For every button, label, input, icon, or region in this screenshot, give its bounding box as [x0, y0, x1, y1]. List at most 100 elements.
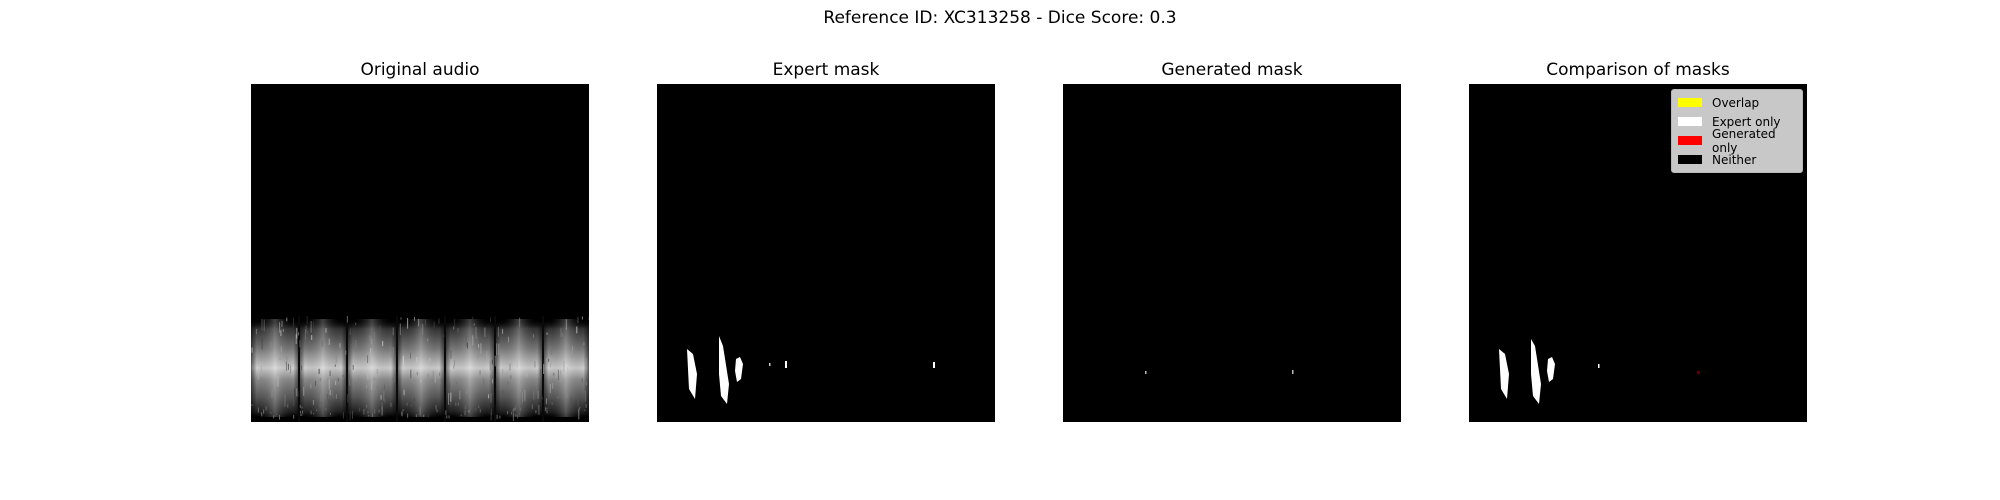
spectrogram-streak: [271, 390, 273, 397]
spectrogram-streak: [488, 394, 490, 399]
spectrogram-speck: [468, 406, 470, 409]
spectrogram-speck: [310, 410, 312, 415]
spectrogram-streak: [335, 356, 337, 364]
spectrogram-streak: [305, 329, 307, 340]
spectrogram-streak: [301, 365, 303, 371]
spectrogram-streak: [475, 407, 477, 411]
spectrogram-streak: [371, 339, 373, 344]
spectrogram-streak: [581, 378, 583, 383]
spectrogram-streak: [492, 379, 494, 384]
spectrogram-streak: [349, 411, 351, 421]
spectrogram-speck: [578, 407, 580, 410]
spectrogram-streak: [307, 330, 309, 335]
spectrogram-band-shade: [543, 319, 589, 417]
spectrogram-speck: [584, 409, 586, 411]
spectrogram-streak: [432, 370, 434, 382]
spectrogram-streak: [490, 393, 492, 403]
spectrogram-streak: [585, 381, 587, 386]
spectrogram-speck: [546, 410, 548, 414]
legend-label: Expert only: [1712, 114, 1781, 129]
spectrogram-streak: [306, 316, 308, 325]
spectrogram-streak: [369, 335, 371, 341]
spectrogram-streak: [321, 340, 323, 347]
spectrogram-streak: [536, 343, 538, 347]
spectrogram-streak: [255, 329, 257, 335]
spectrogram-streak: [330, 383, 332, 387]
spectrogram-streak: [416, 357, 418, 364]
spectrogram-streak: [581, 316, 583, 320]
spectrogram-speck: [478, 405, 480, 409]
spectrogram-speck: [301, 406, 303, 409]
spectrogram-speck: [455, 402, 457, 406]
spectrogram-streak: [490, 412, 492, 421]
spectrogram-streak: [293, 395, 295, 407]
spectrogram-streak: [569, 331, 571, 337]
spectrogram-speck: [301, 414, 303, 416]
spectrogram-streak: [349, 331, 351, 335]
spectrogram-streak: [279, 321, 281, 333]
spectrogram-streak: [298, 391, 300, 397]
spectrogram-speck: [515, 405, 517, 407]
spectrogram-streak: [377, 385, 379, 392]
expert-only-region: [1547, 357, 1555, 382]
spectrogram-band-shade: [251, 319, 299, 417]
figure-title: Reference ID: XC313258 - Dice Score: 0.3: [823, 8, 1177, 28]
spectrogram-streak: [370, 348, 372, 352]
legend: Overlap Expert only Generated only Neith…: [1671, 89, 1803, 173]
spectrogram-streak: [261, 338, 263, 350]
legend-item-overlap: Overlap: [1678, 93, 1796, 112]
spectrogram-streak: [570, 396, 572, 403]
spectrogram-streak: [550, 357, 552, 365]
spectrogram-streak: [443, 334, 445, 338]
spectrogram-streak: [483, 378, 485, 388]
spectrogram-streak: [286, 317, 288, 322]
spectrogram-streak: [410, 352, 411, 359]
spectrogram-speck: [366, 404, 368, 408]
spectrogram-speck: [535, 410, 537, 414]
spectrogram-panel: [251, 84, 589, 422]
spectrogram-band-shade: [397, 319, 445, 417]
spectrogram-streak: [472, 335, 474, 346]
spectrogram-streak: [448, 393, 449, 405]
spectrogram-streak: [540, 368, 542, 376]
spectrogram-streak: [413, 397, 415, 402]
spectrogram-streak: [489, 360, 491, 371]
spectrogram-streak: [524, 389, 526, 402]
spectrogram-streak: [251, 347, 253, 353]
spectrogram-streak: [543, 363, 544, 374]
spectrogram-streak: [400, 317, 402, 320]
spectrogram-streak: [562, 332, 564, 337]
spectrogram-streak: [277, 376, 279, 387]
spectrogram-streak: [435, 404, 437, 410]
spectrogram-streak: [480, 343, 482, 354]
spectrogram-speck: [507, 411, 509, 415]
spectrogram-streak: [490, 374, 492, 378]
panel-title-generated-mask: Generated mask: [1161, 60, 1303, 80]
spectrogram-streak: [552, 383, 554, 389]
spectrogram-streak: [429, 358, 431, 362]
spectrogram-speck: [499, 415, 501, 419]
legend-label: Overlap: [1712, 95, 1760, 110]
spectrogram-speck: [460, 414, 462, 416]
generated-mask-panel: [1063, 84, 1401, 422]
spectrogram-speck: [515, 406, 516, 411]
spectrogram-streak: [270, 341, 272, 349]
spectrogram-streak: [345, 350, 347, 355]
spectrogram-streak: [320, 392, 322, 402]
mask-speck: [785, 361, 787, 368]
spectrogram-streak: [450, 350, 452, 359]
spectrogram-speck: [519, 407, 521, 411]
spectrogram-streak: [457, 327, 459, 333]
spectrogram-streak: [390, 347, 392, 358]
spectrogram-streak: [291, 335, 293, 341]
spectrogram-streak: [337, 377, 339, 382]
spectrogram-streak: [578, 408, 580, 420]
spectrogram-speck: [401, 411, 403, 417]
spectrogram-streak: [576, 326, 578, 334]
spectrogram-streak: [424, 319, 426, 326]
spectrogram-image: [251, 84, 589, 422]
panel-title-expert-mask: Expert mask: [772, 60, 880, 80]
spectrogram-streak: [335, 394, 337, 399]
spectrogram-streak: [492, 359, 493, 365]
spectrogram-speck: [330, 413, 331, 415]
